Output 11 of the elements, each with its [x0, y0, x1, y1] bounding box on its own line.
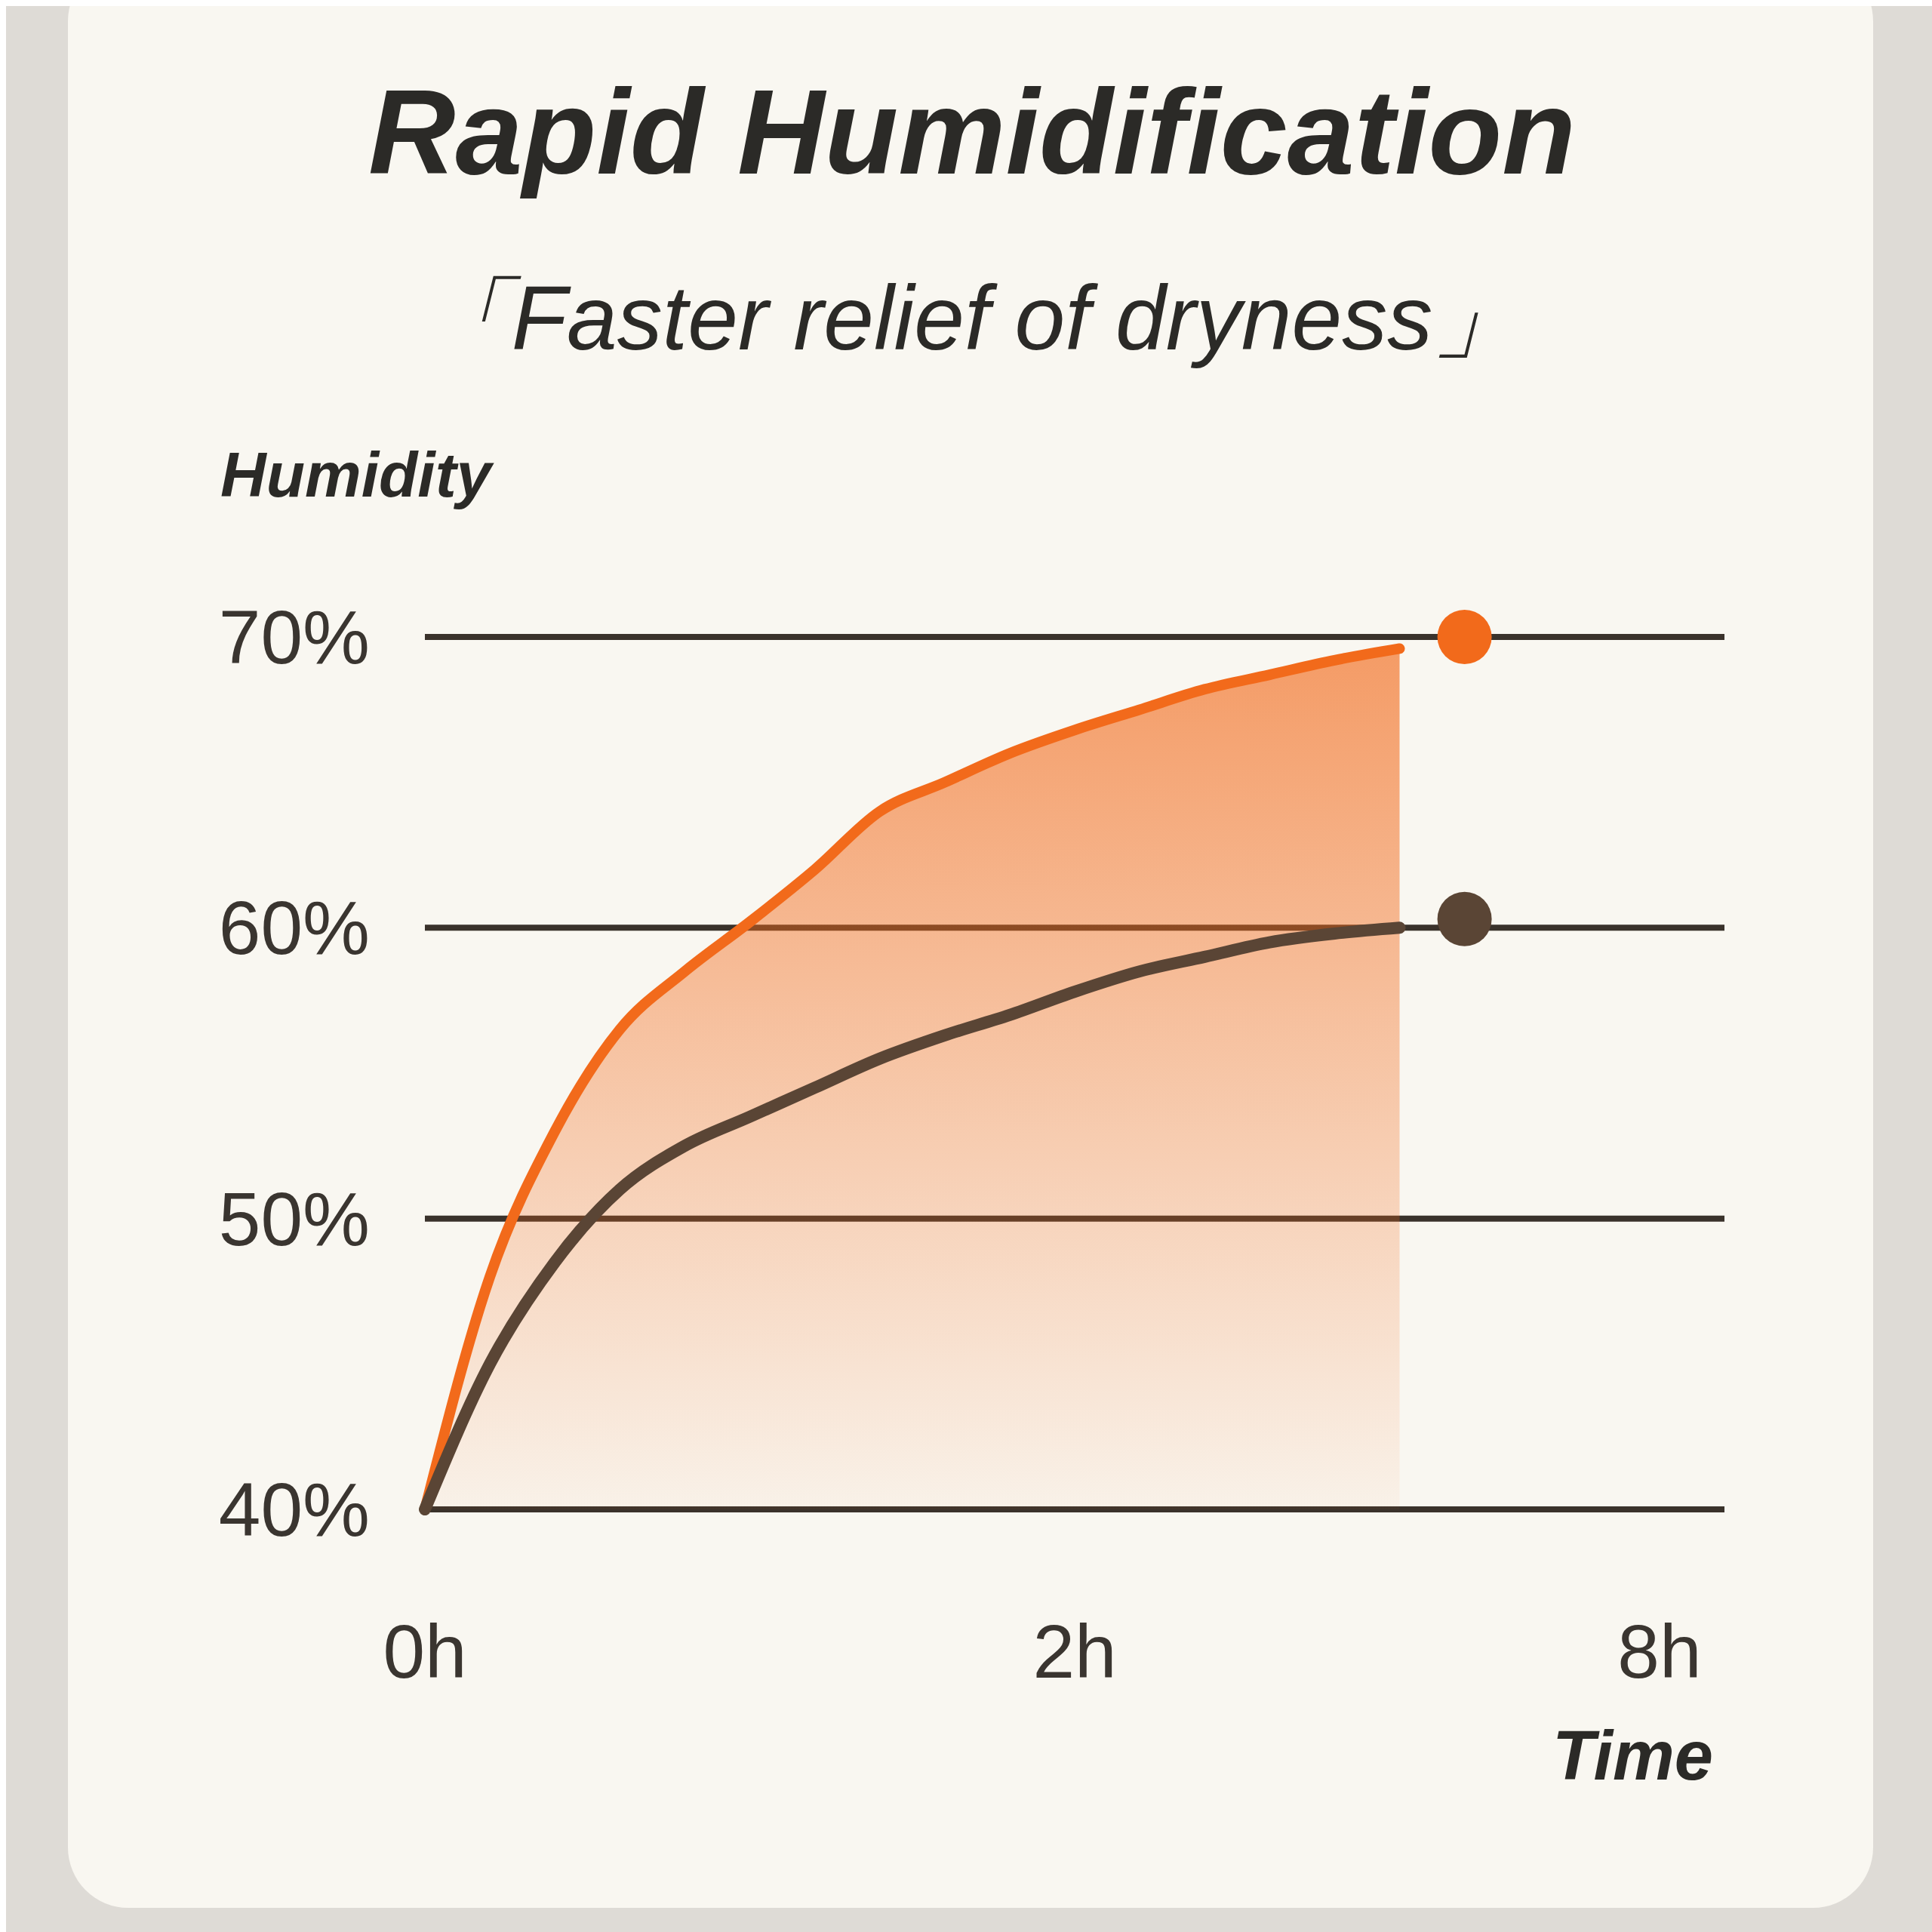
x-tick-label: 0h [383, 1609, 467, 1694]
x-tick-label: 8h [1617, 1609, 1702, 1694]
y-axis-title: Humidity [220, 439, 495, 510]
y-tick-label: 70% [218, 595, 370, 679]
x-tick-label: 2h [1032, 1609, 1117, 1694]
y-tick-label: 40% [218, 1467, 370, 1552]
y-tick-label: 60% [218, 885, 370, 971]
chart-subtitle: 「Faster relief of dryness」 [420, 267, 1524, 368]
x-axis-title: Time [1552, 1717, 1713, 1794]
chart-title: Rapid Humidification [368, 64, 1576, 199]
y-tick-label: 50% [218, 1176, 370, 1261]
